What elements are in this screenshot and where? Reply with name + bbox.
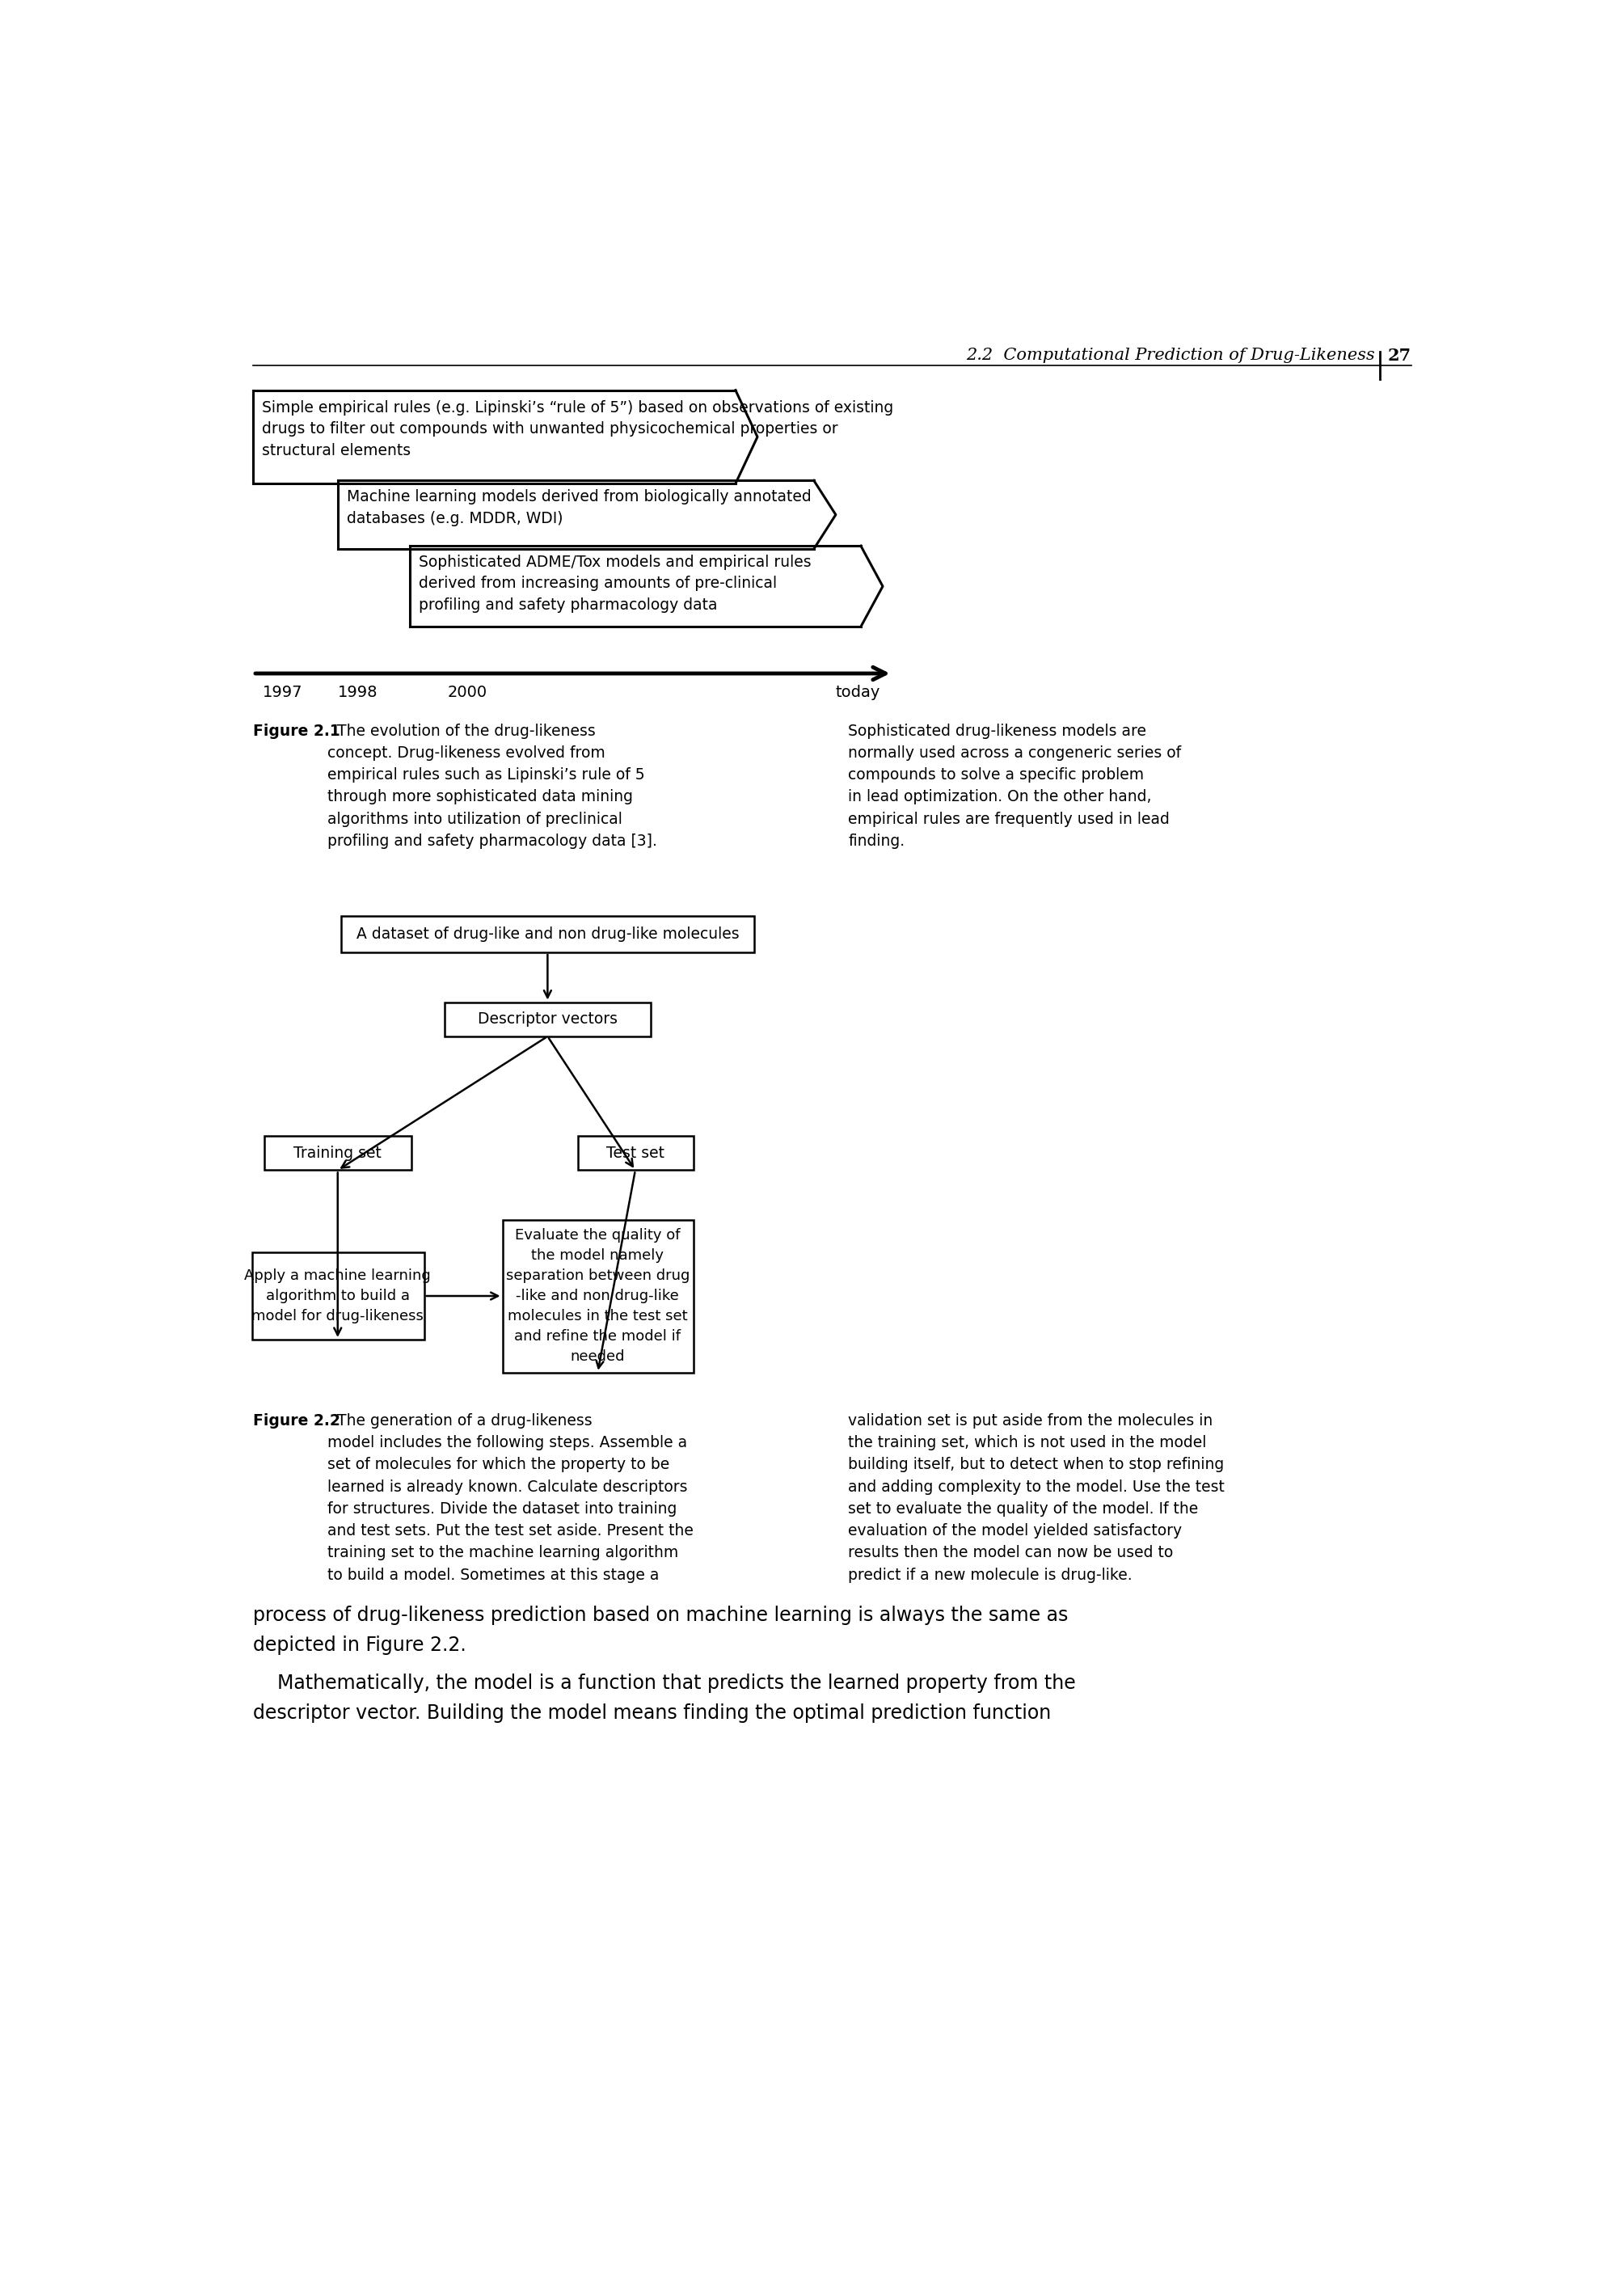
- Polygon shape: [253, 390, 736, 484]
- FancyBboxPatch shape: [502, 1219, 693, 1373]
- Text: Machine learning models derived from biologically annotated
databases (e.g. MDDR: Machine learning models derived from bio…: [346, 488, 810, 525]
- FancyBboxPatch shape: [578, 1137, 693, 1171]
- Text: 2000: 2000: [447, 685, 487, 699]
- Polygon shape: [861, 545, 883, 626]
- Text: Figure 2.2: Figure 2.2: [253, 1412, 341, 1428]
- FancyBboxPatch shape: [265, 1137, 411, 1171]
- Text: The evolution of the drug-likeness
concept. Drug-likeness evolved from
empirical: The evolution of the drug-likeness conce…: [326, 724, 656, 848]
- Text: descriptor vector. Building the model means finding the optimal prediction funct: descriptor vector. Building the model me…: [253, 1703, 1051, 1724]
- Text: depicted in Figure 2.2.: depicted in Figure 2.2.: [253, 1636, 466, 1655]
- Text: Figure 2.1: Figure 2.1: [253, 724, 339, 738]
- FancyBboxPatch shape: [445, 1002, 651, 1036]
- Text: Sophisticated drug-likeness models are
normally used across a congeneric series : Sophisticated drug-likeness models are n…: [848, 724, 1181, 848]
- Polygon shape: [338, 481, 814, 550]
- Text: Evaluate the quality of
the model namely
separation between drug
-like and non d: Evaluate the quality of the model namely…: [505, 1229, 690, 1364]
- Text: Descriptor vectors: Descriptor vectors: [477, 1011, 617, 1027]
- Text: today: today: [836, 685, 880, 699]
- Text: A dataset of drug-like and non drug-like molecules: A dataset of drug-like and non drug-like…: [356, 926, 739, 942]
- FancyBboxPatch shape: [252, 1251, 424, 1339]
- Text: The generation of a drug-likeness
model includes the following steps. Assemble a: The generation of a drug-likeness model …: [326, 1412, 693, 1581]
- FancyBboxPatch shape: [341, 917, 754, 953]
- Text: validation set is put aside from the molecules in
the training set, which is not: validation set is put aside from the mol…: [848, 1412, 1224, 1581]
- Text: Training set: Training set: [294, 1146, 382, 1160]
- Polygon shape: [814, 481, 836, 550]
- Text: 1998: 1998: [338, 685, 378, 699]
- Polygon shape: [409, 545, 861, 626]
- Text: Test set: Test set: [606, 1146, 664, 1160]
- Text: process of drug-likeness prediction based on machine learning is always the same: process of drug-likeness prediction base…: [253, 1607, 1069, 1625]
- Text: Mathematically, the model is a function that predicts the learned property from : Mathematically, the model is a function …: [253, 1673, 1075, 1691]
- Text: 27: 27: [1389, 348, 1411, 364]
- Text: 2.2  Computational Prediction of Drug-Likeness: 2.2 Computational Prediction of Drug-Lik…: [966, 348, 1374, 362]
- Text: Apply a machine learning
algorithm to build a
model for drug-likeness: Apply a machine learning algorithm to bu…: [245, 1267, 430, 1322]
- Text: Sophisticated ADME/Tox models and empirical rules
derived from increasing amount: Sophisticated ADME/Tox models and empiri…: [419, 555, 810, 612]
- Text: 1997: 1997: [263, 685, 302, 699]
- Text: Simple empirical rules (e.g. Lipinski’s “rule of 5”) based on observations of ex: Simple empirical rules (e.g. Lipinski’s …: [261, 401, 893, 458]
- Polygon shape: [736, 390, 757, 484]
